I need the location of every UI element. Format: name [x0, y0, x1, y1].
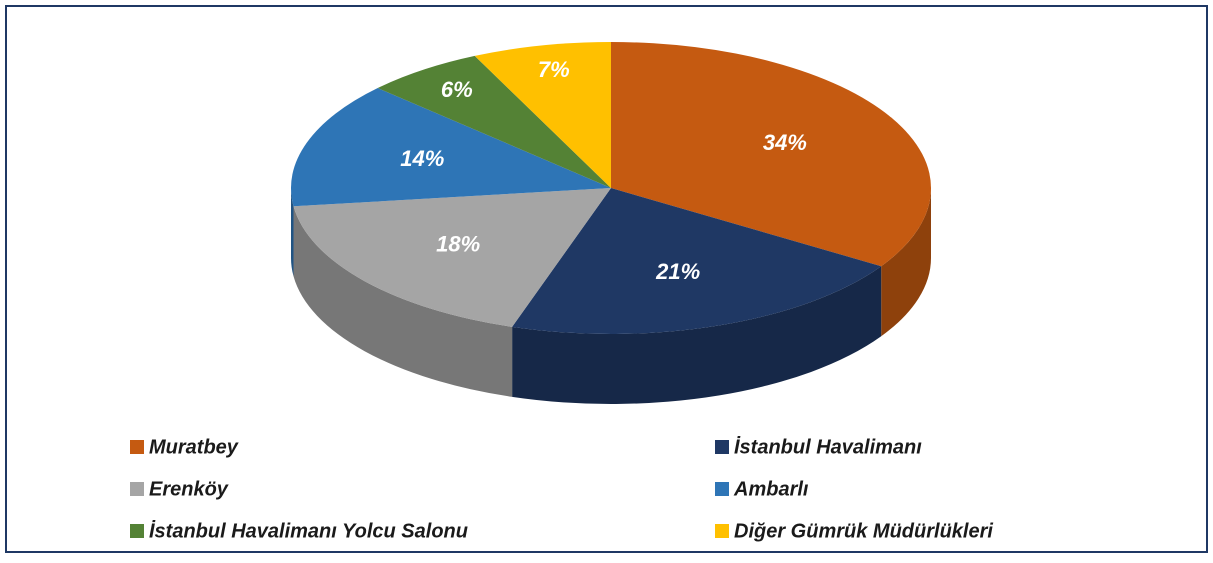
legend-swatch [715, 440, 729, 454]
pie-side [291, 188, 294, 277]
legend-label: Erenköy [149, 478, 229, 500]
data-label: 6% [441, 77, 473, 102]
legend-label: İstanbul Havalimanı [734, 435, 922, 458]
legend-swatch [715, 524, 729, 538]
legend-swatch [715, 482, 729, 496]
legend-label: Ambarlı [733, 478, 809, 500]
legend-swatch [130, 524, 144, 538]
legend-label: İstanbul Havalimanı Yolcu Salonu [149, 519, 468, 542]
legend-swatch [130, 482, 144, 496]
pie-slice [512, 188, 882, 334]
data-label: 7% [538, 57, 570, 82]
pie-side [293, 206, 513, 397]
data-label: 18% [436, 232, 480, 257]
pie-side [512, 266, 882, 404]
data-label: 14% [400, 146, 444, 171]
pie-slice [293, 188, 611, 327]
legend-label: Diğer Gümrük Müdürlükleri [734, 520, 993, 542]
pie-slice [611, 42, 931, 267]
pie-slice [377, 55, 611, 188]
pie-slice [474, 42, 611, 188]
legend-label: Muratbey [149, 436, 239, 458]
data-label: 21% [655, 259, 700, 284]
data-label: 34% [763, 130, 807, 155]
pie-side [881, 188, 931, 337]
legend-swatch [130, 440, 144, 454]
pie-slice [291, 88, 611, 207]
